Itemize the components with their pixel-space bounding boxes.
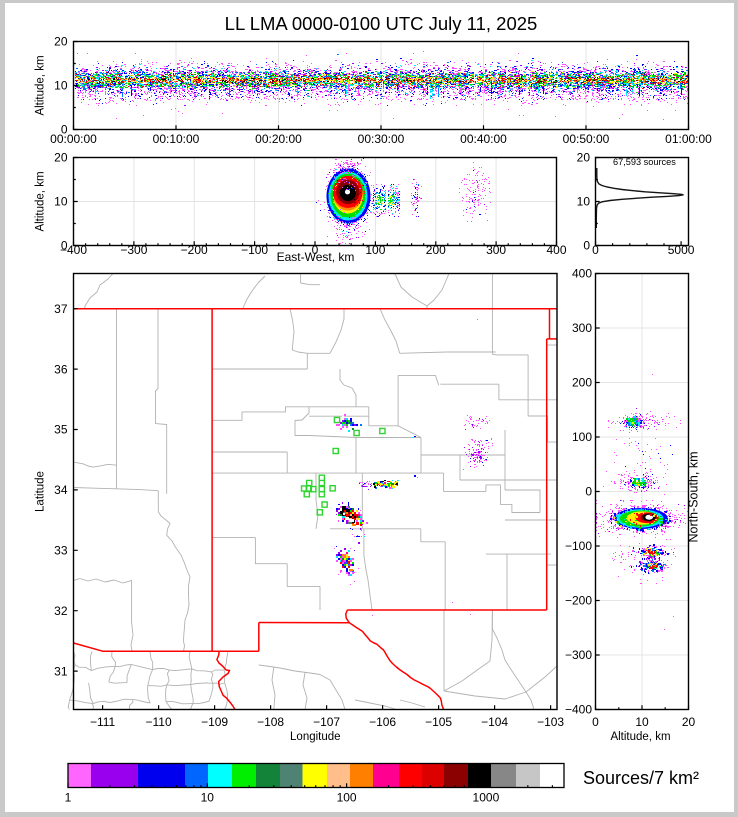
svg-text:Altitude, km: Altitude, km [35,55,47,115]
svg-text:LL LMA 0000-0100 UTC July 11,: LL LMA 0000-0100 UTC July 11, 2025 [225,13,538,34]
svg-text:0: 0 [61,123,68,137]
svg-text:20: 20 [682,715,696,729]
svg-text:300: 300 [572,321,592,335]
svg-text:−107: −107 [313,715,340,729]
svg-text:−100: −100 [565,539,592,553]
svg-text:−400: −400 [565,703,592,717]
svg-text:00:30:00: 00:30:00 [358,132,405,146]
svg-text:300: 300 [486,243,506,257]
svg-text:20: 20 [577,151,591,165]
svg-text:−106: −106 [369,715,396,729]
svg-text:Altitude, km: Altitude, km [35,171,47,231]
svg-text:01:00:00: 01:00:00 [665,132,712,146]
svg-text:400: 400 [546,243,566,257]
svg-text:32: 32 [54,604,68,618]
svg-text:67,593 sources: 67,593 sources [613,157,676,167]
svg-text:−200: −200 [565,594,592,608]
svg-text:0: 0 [592,715,599,729]
svg-text:400: 400 [572,267,592,281]
svg-text:−111: −111 [90,715,116,729]
svg-text:−105: −105 [425,715,452,729]
svg-text:35: 35 [54,423,68,437]
svg-text:East-West, km: East-West, km [277,250,355,264]
svg-text:36: 36 [54,362,68,376]
svg-text:33: 33 [54,544,68,558]
svg-text:00:40:00: 00:40:00 [460,132,507,146]
svg-text:10: 10 [635,715,649,729]
svg-text:20: 20 [54,35,68,49]
svg-text:−103: −103 [537,715,564,729]
svg-text:37: 37 [54,302,68,316]
svg-text:−100: −100 [241,243,268,257]
svg-text:10: 10 [54,79,68,93]
svg-text:−300: −300 [565,648,592,662]
svg-text:1: 1 [65,791,72,805]
svg-text:−300: −300 [120,243,147,257]
svg-text:100: 100 [365,243,385,257]
svg-text:0: 0 [583,239,590,253]
svg-text:00:50:00: 00:50:00 [563,132,610,146]
svg-text:North-South, km: North-South, km [687,451,701,542]
svg-text:Altitude, km: Altitude, km [610,731,670,743]
svg-text:10: 10 [577,195,591,209]
svg-text:0: 0 [585,485,592,499]
svg-text:0: 0 [312,243,319,257]
svg-text:Longitude: Longitude [290,731,341,743]
svg-text:34: 34 [54,483,68,497]
svg-text:1000: 1000 [473,791,500,805]
svg-text:−110: −110 [146,715,172,729]
svg-text:−108: −108 [257,715,284,729]
svg-text:−109: −109 [201,715,228,729]
svg-text:31: 31 [54,664,68,678]
svg-text:00:00:00: 00:00:00 [50,132,97,146]
svg-text:10: 10 [201,791,215,805]
svg-text:0: 0 [592,243,599,257]
svg-text:100: 100 [572,430,592,444]
svg-text:0: 0 [61,239,68,253]
svg-text:00:10:00: 00:10:00 [153,132,200,146]
svg-text:10: 10 [54,195,68,209]
svg-text:−400: −400 [60,243,87,257]
svg-text:100: 100 [337,791,357,805]
svg-text:20: 20 [54,151,68,165]
svg-text:Latitude: Latitude [35,471,47,512]
svg-text:−200: −200 [181,243,208,257]
svg-text:−104: −104 [481,715,508,729]
svg-text:Sources/7 km²: Sources/7 km² [583,768,699,788]
svg-text:00:20:00: 00:20:00 [255,132,302,146]
svg-text:200: 200 [426,243,446,257]
svg-text:5000: 5000 [668,243,695,257]
svg-text:200: 200 [572,376,592,390]
